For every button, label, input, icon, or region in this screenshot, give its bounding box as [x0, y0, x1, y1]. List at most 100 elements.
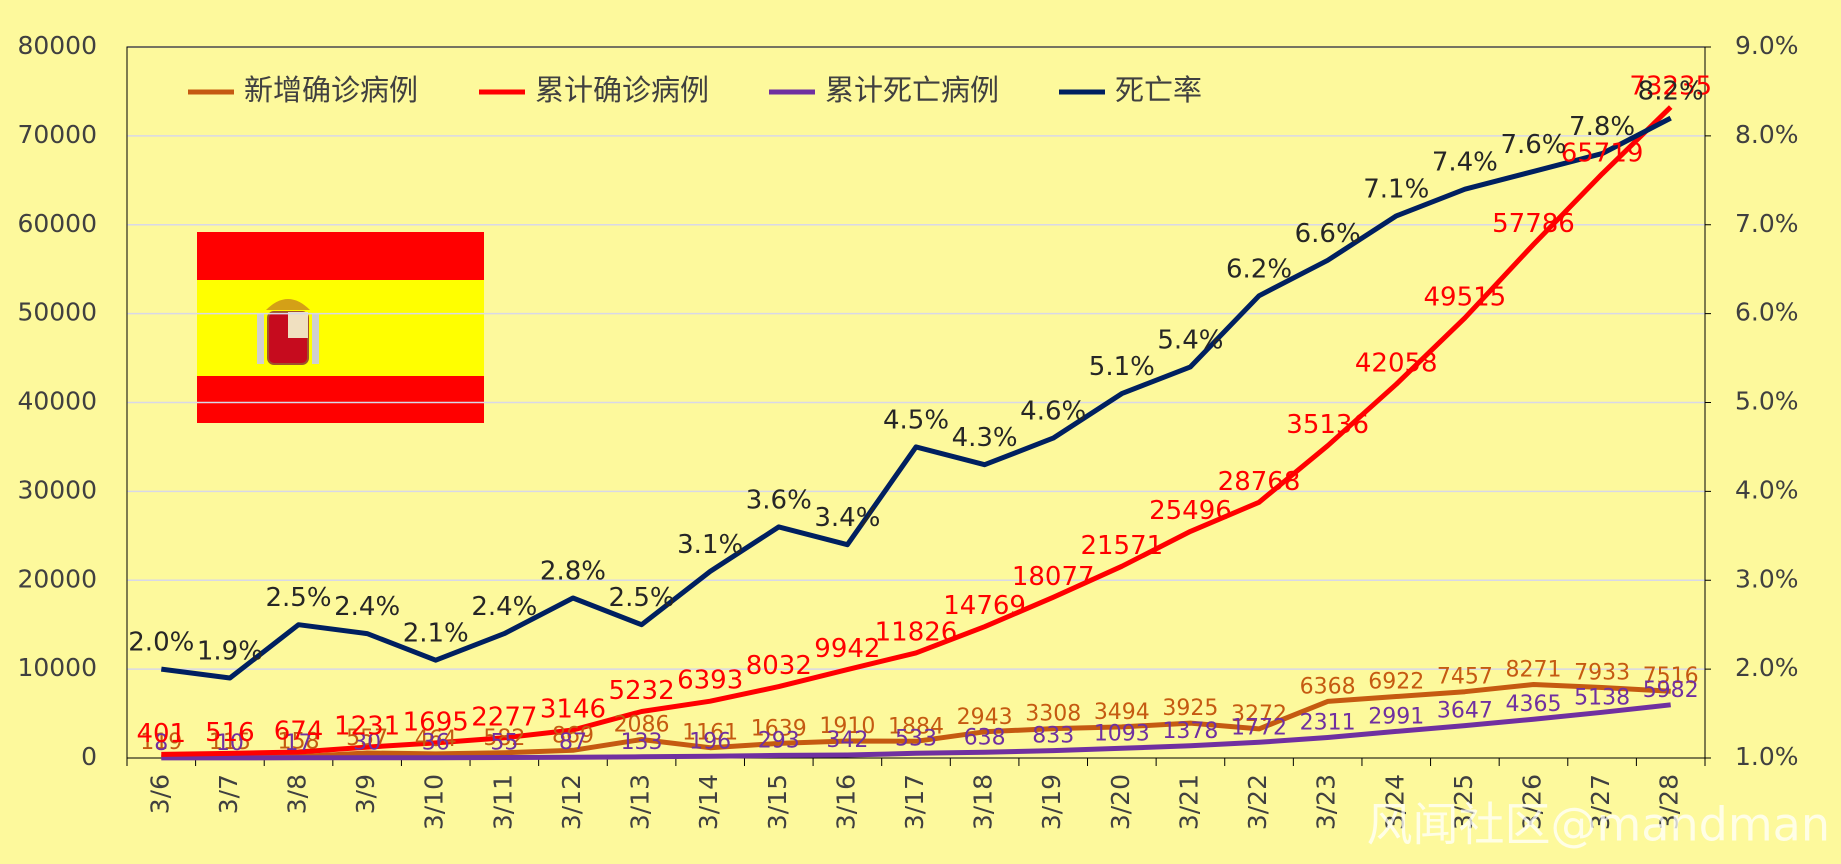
data-label: 2.4%	[334, 592, 400, 622]
data-label: 6922	[1368, 669, 1424, 694]
data-label: 4.5%	[883, 405, 949, 435]
x-tick-label: 3/26	[1517, 774, 1546, 830]
x-tick-label: 3/25	[1449, 774, 1478, 830]
y-tick-label: 80000	[17, 31, 97, 60]
data-label: 557	[346, 726, 388, 751]
data-label: 7.4%	[1432, 148, 1498, 178]
data-label: 196	[689, 729, 731, 754]
data-label: 1910	[819, 714, 875, 739]
data-label: 3308	[1025, 702, 1081, 727]
x-tick-label: 3/23	[1312, 774, 1341, 830]
y-tick-label: 40000	[17, 387, 97, 416]
x-tick-label: 3/7	[214, 774, 243, 814]
legend-label: 累计确诊病例	[535, 73, 709, 107]
series-line	[160, 115, 1672, 681]
x-tick-label: 3/12	[557, 774, 586, 830]
data-label: 342	[826, 728, 868, 753]
data-label: 3146	[540, 695, 606, 725]
data-label: 8.2%	[1638, 77, 1704, 107]
data-label: 7.6%	[1500, 130, 1566, 160]
y-tick-label: 30000	[17, 475, 97, 504]
data-label: 115	[209, 730, 251, 755]
y-tick-label: 70000	[17, 120, 97, 149]
data-label: 5232	[608, 676, 674, 706]
data-label: 2.4%	[471, 592, 537, 622]
data-label: 8271	[1505, 657, 1561, 682]
data-label: 5138	[1574, 685, 1630, 710]
data-label: 2086	[614, 712, 670, 737]
flag-pillar	[257, 314, 264, 364]
y2-tick-label: 4.0%	[1735, 475, 1799, 504]
x-tick-label: 3/21	[1174, 774, 1203, 830]
data-label: 35136	[1286, 410, 1369, 440]
y2-tick-label: 5.0%	[1735, 387, 1799, 416]
data-label: 5.4%	[1157, 325, 1223, 355]
data-label: 6393	[677, 666, 743, 696]
y-tick-label: 10000	[17, 653, 97, 682]
x-tick-label: 3/18	[969, 774, 998, 830]
data-label: 1772	[1231, 715, 1287, 740]
data-label: 5982	[1643, 678, 1699, 703]
data-label: 3647	[1437, 699, 1493, 724]
data-label: 674	[274, 717, 324, 747]
y-tick-label: 20000	[17, 564, 97, 593]
data-label: 1231	[334, 712, 400, 742]
data-label: 6368	[1300, 674, 1356, 699]
data-label: 7516	[1643, 664, 1699, 689]
data-label: 73235	[1629, 72, 1712, 102]
data-label: 11826	[875, 617, 958, 647]
data-label: 2.5%	[609, 583, 675, 613]
data-label: 533	[895, 726, 937, 751]
data-label: 17	[285, 731, 313, 756]
data-label: 55	[490, 731, 518, 756]
data-label: 1884	[888, 714, 944, 739]
legend-label: 累计死亡病例	[825, 73, 999, 107]
data-label: 4.6%	[1020, 397, 1086, 427]
data-label: 401	[136, 719, 186, 749]
y2-tick-label: 1.0%	[1735, 742, 1799, 771]
data-label: 133	[621, 730, 663, 755]
data-label: 42058	[1355, 349, 1438, 379]
y-tick-label: 50000	[17, 298, 97, 327]
data-label: 57786	[1492, 209, 1575, 239]
x-tick-label: 3/14	[694, 774, 723, 830]
x-tick-label: 3/19	[1037, 774, 1066, 830]
data-label: 833	[1032, 724, 1074, 749]
data-label: 6.2%	[1226, 254, 1292, 284]
y2-tick-label: 7.0%	[1735, 209, 1799, 238]
data-label: 8032	[746, 651, 812, 681]
x-tick-label: 3/17	[900, 774, 929, 830]
data-label: 464	[415, 727, 457, 752]
data-label: 6.6%	[1295, 219, 1361, 249]
data-label: 1639	[751, 716, 807, 741]
flag-yellow	[197, 280, 484, 376]
data-label: 87	[559, 730, 587, 755]
data-label: 3.1%	[677, 530, 743, 560]
y2-tick-label: 8.0%	[1735, 120, 1799, 149]
data-label: 3.6%	[746, 485, 812, 515]
data-label: 4365	[1505, 692, 1561, 717]
data-label: 4.3%	[952, 423, 1018, 453]
data-label: 3272	[1231, 702, 1287, 727]
data-label: 49515	[1424, 282, 1507, 312]
data-label: 158	[278, 730, 320, 755]
data-label: 1093	[1094, 721, 1150, 746]
data-label: 1.9%	[197, 637, 263, 667]
x-tick-label: 3/27	[1586, 774, 1615, 830]
data-label: 9942	[814, 634, 880, 664]
data-label: 5.1%	[1089, 352, 1155, 382]
y2-tick-label: 6.0%	[1735, 298, 1799, 327]
data-label: 2.8%	[540, 557, 606, 587]
data-label: 2277	[471, 702, 537, 732]
watermark: 风闻社区@mandman	[1366, 798, 1830, 852]
data-label: 28768	[1218, 467, 1301, 497]
y-tick-label: 0	[81, 742, 97, 771]
data-label: 14769	[943, 591, 1026, 621]
flag-crown	[266, 299, 310, 310]
x-tick-label: 3/10	[420, 774, 449, 830]
legend-label: 新增确诊病例	[244, 73, 418, 107]
data-label: 3925	[1162, 696, 1218, 721]
y-tick-label: 60000	[17, 209, 97, 238]
data-label: 2.0%	[128, 628, 194, 658]
